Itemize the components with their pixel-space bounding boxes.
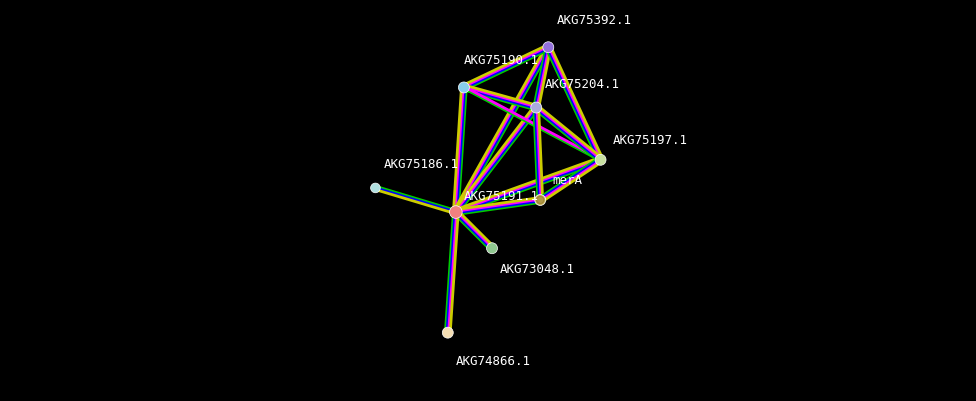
Circle shape (535, 195, 546, 206)
Circle shape (595, 155, 606, 166)
Text: AKG74866.1: AKG74866.1 (456, 354, 531, 367)
Circle shape (543, 43, 553, 54)
Text: AKG75191.1: AKG75191.1 (464, 190, 539, 203)
Text: AKG73048.1: AKG73048.1 (500, 262, 575, 275)
Text: AKG75190.1: AKG75190.1 (464, 54, 539, 67)
Circle shape (487, 243, 498, 254)
Text: AKG75204.1: AKG75204.1 (545, 78, 620, 91)
Text: AKG75197.1: AKG75197.1 (613, 134, 688, 147)
Circle shape (442, 327, 453, 338)
Circle shape (537, 196, 544, 205)
Text: AKG75392.1: AKG75392.1 (556, 14, 631, 26)
Circle shape (450, 206, 463, 219)
Text: merA: merA (552, 174, 583, 187)
Circle shape (531, 103, 542, 114)
Circle shape (459, 83, 469, 94)
Circle shape (371, 184, 381, 193)
Text: AKG75186.1: AKG75186.1 (384, 158, 459, 171)
